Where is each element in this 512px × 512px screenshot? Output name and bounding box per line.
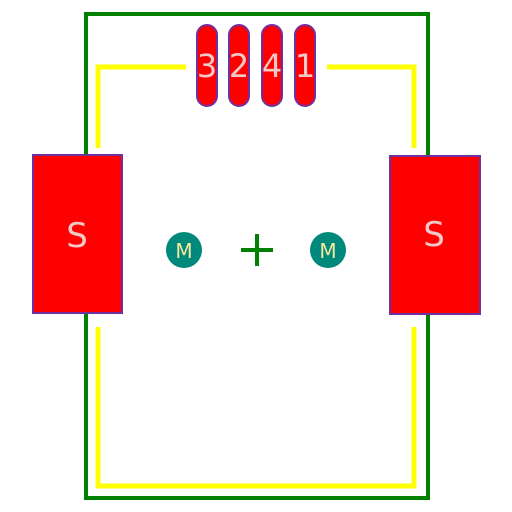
shield-pad-left-label: S <box>66 216 88 256</box>
mount-hole-right: M <box>310 232 346 268</box>
shield-pad-right-body <box>389 155 481 315</box>
pin-pad-4-body <box>261 24 283 107</box>
pin-pad-1-label: 1 <box>295 47 315 85</box>
shield-pad-right-label: S <box>423 215 445 255</box>
pin-pad-2-body <box>228 24 250 107</box>
pin-pad-3: 3 <box>196 24 218 107</box>
pin-pad-4: 4 <box>261 24 283 107</box>
silkscreen-top-right <box>327 64 417 148</box>
mount-hole-left-label: M <box>175 239 192 263</box>
pin-pad-2-label: 2 <box>229 47 249 85</box>
origin-cross-icon <box>241 234 273 266</box>
pin-pad-1: 1 <box>294 24 316 107</box>
shield-pad-right: S <box>389 155 481 315</box>
shield-pad-left: S <box>32 154 123 314</box>
silkscreen-top-left <box>95 64 186 148</box>
shield-pad-left-body <box>32 154 123 314</box>
mount-hole-left-body <box>166 232 202 268</box>
mount-hole-left: M <box>166 232 202 268</box>
pin-pad-4-label: 4 <box>262 47 282 85</box>
pin-pad-3-label: 3 <box>197 47 217 85</box>
mount-hole-right-body <box>310 232 346 268</box>
pin-pad-2: 2 <box>228 24 250 107</box>
silkscreen-outline <box>95 64 417 489</box>
mount-hole-right-label: M <box>319 239 336 263</box>
silkscreen-bottom <box>95 327 417 489</box>
pin-pad-3-body <box>196 24 218 107</box>
pin-pad-group: 3 2 4 1 <box>196 24 316 107</box>
pin-pad-1-body <box>294 24 316 107</box>
